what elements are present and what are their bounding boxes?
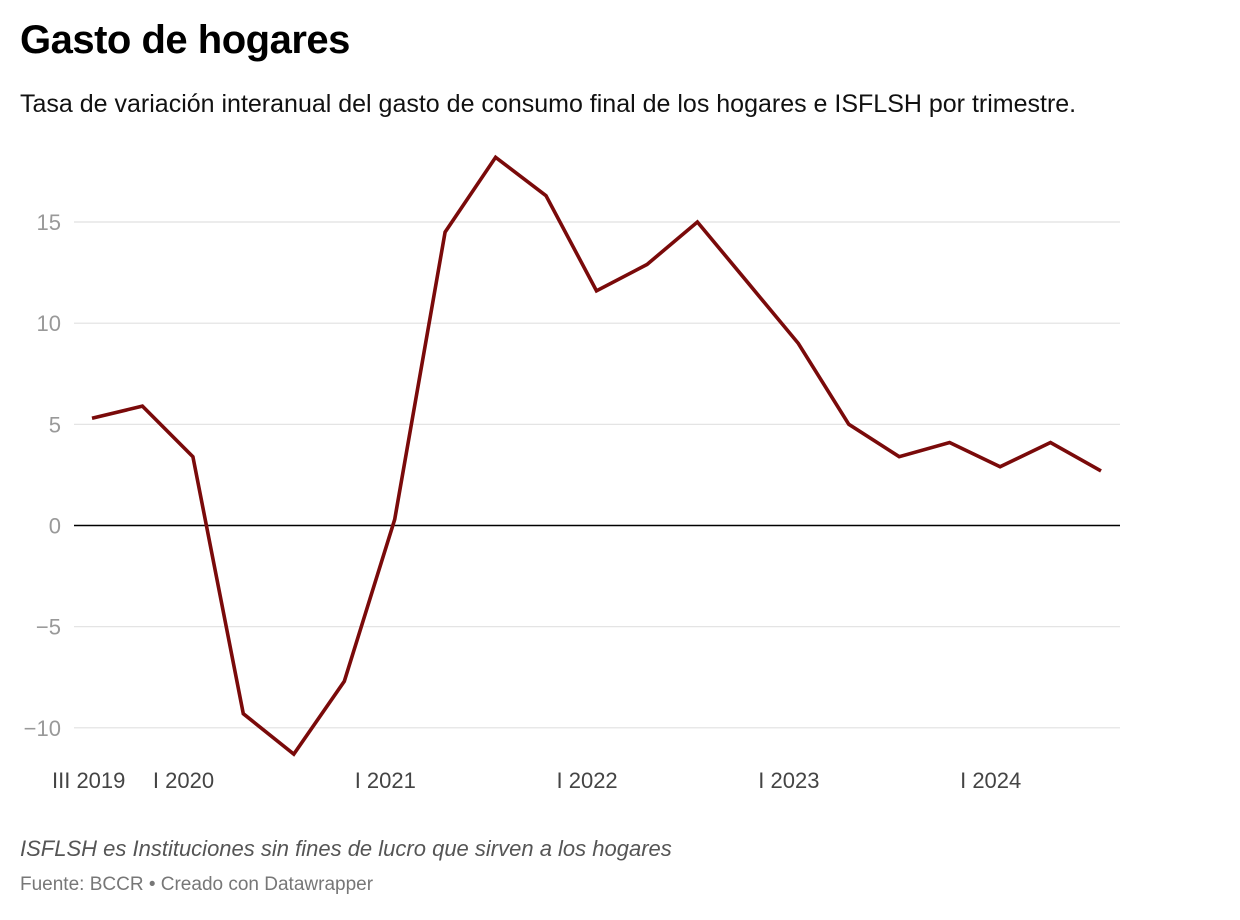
data-point[interactable]: [846, 421, 852, 427]
data-point[interactable]: [392, 516, 398, 522]
y-axis-ticks: 15 10 5 0 −5 −10: [24, 210, 61, 741]
x-tick-label: I 2024: [960, 768, 1021, 793]
x-tick-label: I 2022: [557, 768, 618, 793]
y-tick-label: 10: [37, 311, 61, 336]
x-tick-label: I 2023: [758, 768, 819, 793]
footnote: ISFLSH es Instituciones sin fines de luc…: [20, 836, 672, 861]
series-line-gasto-de-hogares: [91, 154, 1102, 757]
data-point[interactable]: [190, 454, 196, 460]
data-point[interactable]: [594, 288, 600, 294]
data-point[interactable]: [694, 219, 700, 225]
x-tick-label: I 2020: [153, 768, 214, 793]
data-point[interactable]: [89, 415, 95, 421]
data-point[interactable]: [947, 440, 953, 446]
x-axis-ticks: III 2019 I 2020 I 2021 I 2022 I 2023 I 2024: [52, 768, 1021, 793]
y-tick-label: −5: [36, 615, 61, 640]
data-point[interactable]: [1048, 440, 1054, 446]
series-layer: [89, 154, 1104, 757]
x-tick-label: III 2019: [52, 768, 125, 793]
data-point[interactable]: [795, 340, 801, 346]
y-tick-label: −10: [24, 716, 61, 741]
data-point[interactable]: [745, 280, 751, 286]
line-chart: 15 10 5 0 −5 −10 III 2019 I 2020 I 2021 I 2022 I …: [24, 154, 1120, 793]
y-tick-label: 15: [37, 210, 61, 235]
y-tick-label: 5: [49, 412, 61, 437]
data-point[interactable]: [442, 229, 448, 235]
chart-subtitle: Tasa de variación interanual del gasto d…: [20, 90, 1077, 118]
source-credit: Fuente: BCCR • Creado con Datawrapper: [20, 874, 374, 895]
data-point[interactable]: [139, 403, 145, 409]
data-point[interactable]: [493, 154, 499, 160]
data-point[interactable]: [543, 193, 549, 199]
chart-title: Gasto de hogares: [20, 18, 350, 62]
data-point[interactable]: [341, 678, 347, 684]
y-tick-label: 0: [49, 514, 61, 539]
data-point[interactable]: [997, 464, 1003, 470]
x-tick-label: I 2021: [355, 768, 416, 793]
data-point[interactable]: [896, 454, 902, 460]
data-point[interactable]: [240, 711, 246, 717]
data-point[interactable]: [291, 751, 297, 757]
data-point[interactable]: [644, 261, 650, 267]
grid-lines: [74, 221, 1120, 729]
data-point[interactable]: [1098, 468, 1104, 474]
